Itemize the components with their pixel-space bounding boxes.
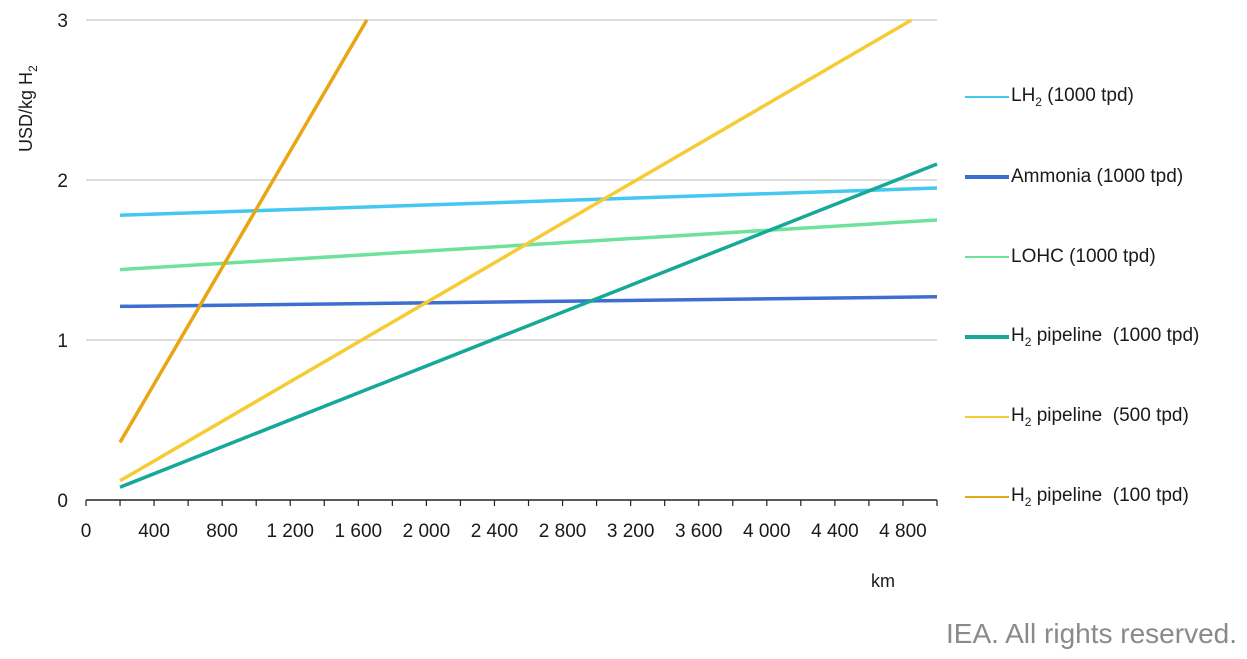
x-axis bbox=[85, 499, 938, 506]
x-tick-label-2: 800 bbox=[206, 521, 238, 542]
x-tick-label-3: 1 200 bbox=[266, 521, 314, 542]
legend-label: LOHC (1000 tpd) bbox=[1011, 246, 1156, 267]
y-tick-label-2: 2 bbox=[57, 171, 68, 192]
x-tick-label-1: 400 bbox=[138, 521, 170, 542]
legend-swatch bbox=[965, 256, 1009, 258]
legend-item-2: LOHC (1000 tpd) bbox=[965, 242, 1156, 272]
y-axis-title: USD/kg H2 bbox=[16, 65, 40, 152]
credit-text: IEA. All rights reserved. bbox=[945, 618, 1237, 649]
x-tick-label-7: 2 800 bbox=[539, 521, 587, 542]
legend-item-0: LH2 (1000 tpd) bbox=[965, 82, 1134, 112]
x-tick-label-4: 1 600 bbox=[335, 521, 383, 542]
legend-swatch bbox=[965, 496, 1009, 498]
x-tick-label-9: 3 600 bbox=[675, 521, 723, 542]
legend-item-5: H2 pipeline (100 tpd) bbox=[965, 482, 1189, 512]
legend-swatch bbox=[965, 175, 1009, 179]
series-line-1 bbox=[119, 295, 938, 309]
legend-label: H2 pipeline (1000 tpd) bbox=[1011, 325, 1200, 349]
x-axis-title: km bbox=[871, 571, 895, 591]
tick-labels: 0 400 800 1 200 1 600 2 000 2 400 2 800 3 200 3 6… bbox=[57, 11, 926, 542]
legend-item-3: H2 pipeline (1000 tpd) bbox=[965, 322, 1199, 352]
gridlines bbox=[86, 19, 937, 341]
x-tick-label-8: 3 200 bbox=[607, 521, 655, 542]
y-tick-label-3: 3 bbox=[57, 11, 68, 32]
legend-label: Ammonia (1000 tpd) bbox=[1011, 166, 1184, 187]
x-tick-label-5: 2 000 bbox=[403, 521, 451, 542]
legend-item-4: H2 pipeline (500 tpd) bbox=[965, 402, 1189, 432]
x-tick-label-12: 4 800 bbox=[879, 521, 927, 542]
legend-item-1: Ammonia (1000 tpd) bbox=[965, 162, 1183, 192]
legend-swatch bbox=[965, 335, 1009, 339]
series-lines bbox=[118, 18, 938, 489]
series-line-5 bbox=[118, 19, 369, 444]
series-line-3 bbox=[119, 162, 938, 489]
x-tick-label-6: 2 400 bbox=[471, 521, 519, 542]
y-tick-label-1: 1 bbox=[57, 331, 68, 352]
y-tick-label-0: 0 bbox=[57, 491, 68, 512]
legend-label: H2 pipeline (100 tpd) bbox=[1011, 485, 1189, 509]
x-tick-label-10: 4 000 bbox=[743, 521, 791, 542]
legend-label: H2 pipeline (500 tpd) bbox=[1011, 405, 1189, 429]
x-tick-label-0: 0 bbox=[81, 521, 92, 542]
legend-swatch bbox=[965, 96, 1009, 98]
legend-swatch bbox=[965, 416, 1009, 418]
series-line-4 bbox=[119, 18, 913, 483]
x-tick-label-11: 4 400 bbox=[811, 521, 859, 542]
legend-label: LH2 (1000 tpd) bbox=[1011, 85, 1134, 109]
chart: 0 400 800 1 200 1 600 2 000 2 400 2 800 3 200 3 6… bbox=[16, 11, 938, 591]
